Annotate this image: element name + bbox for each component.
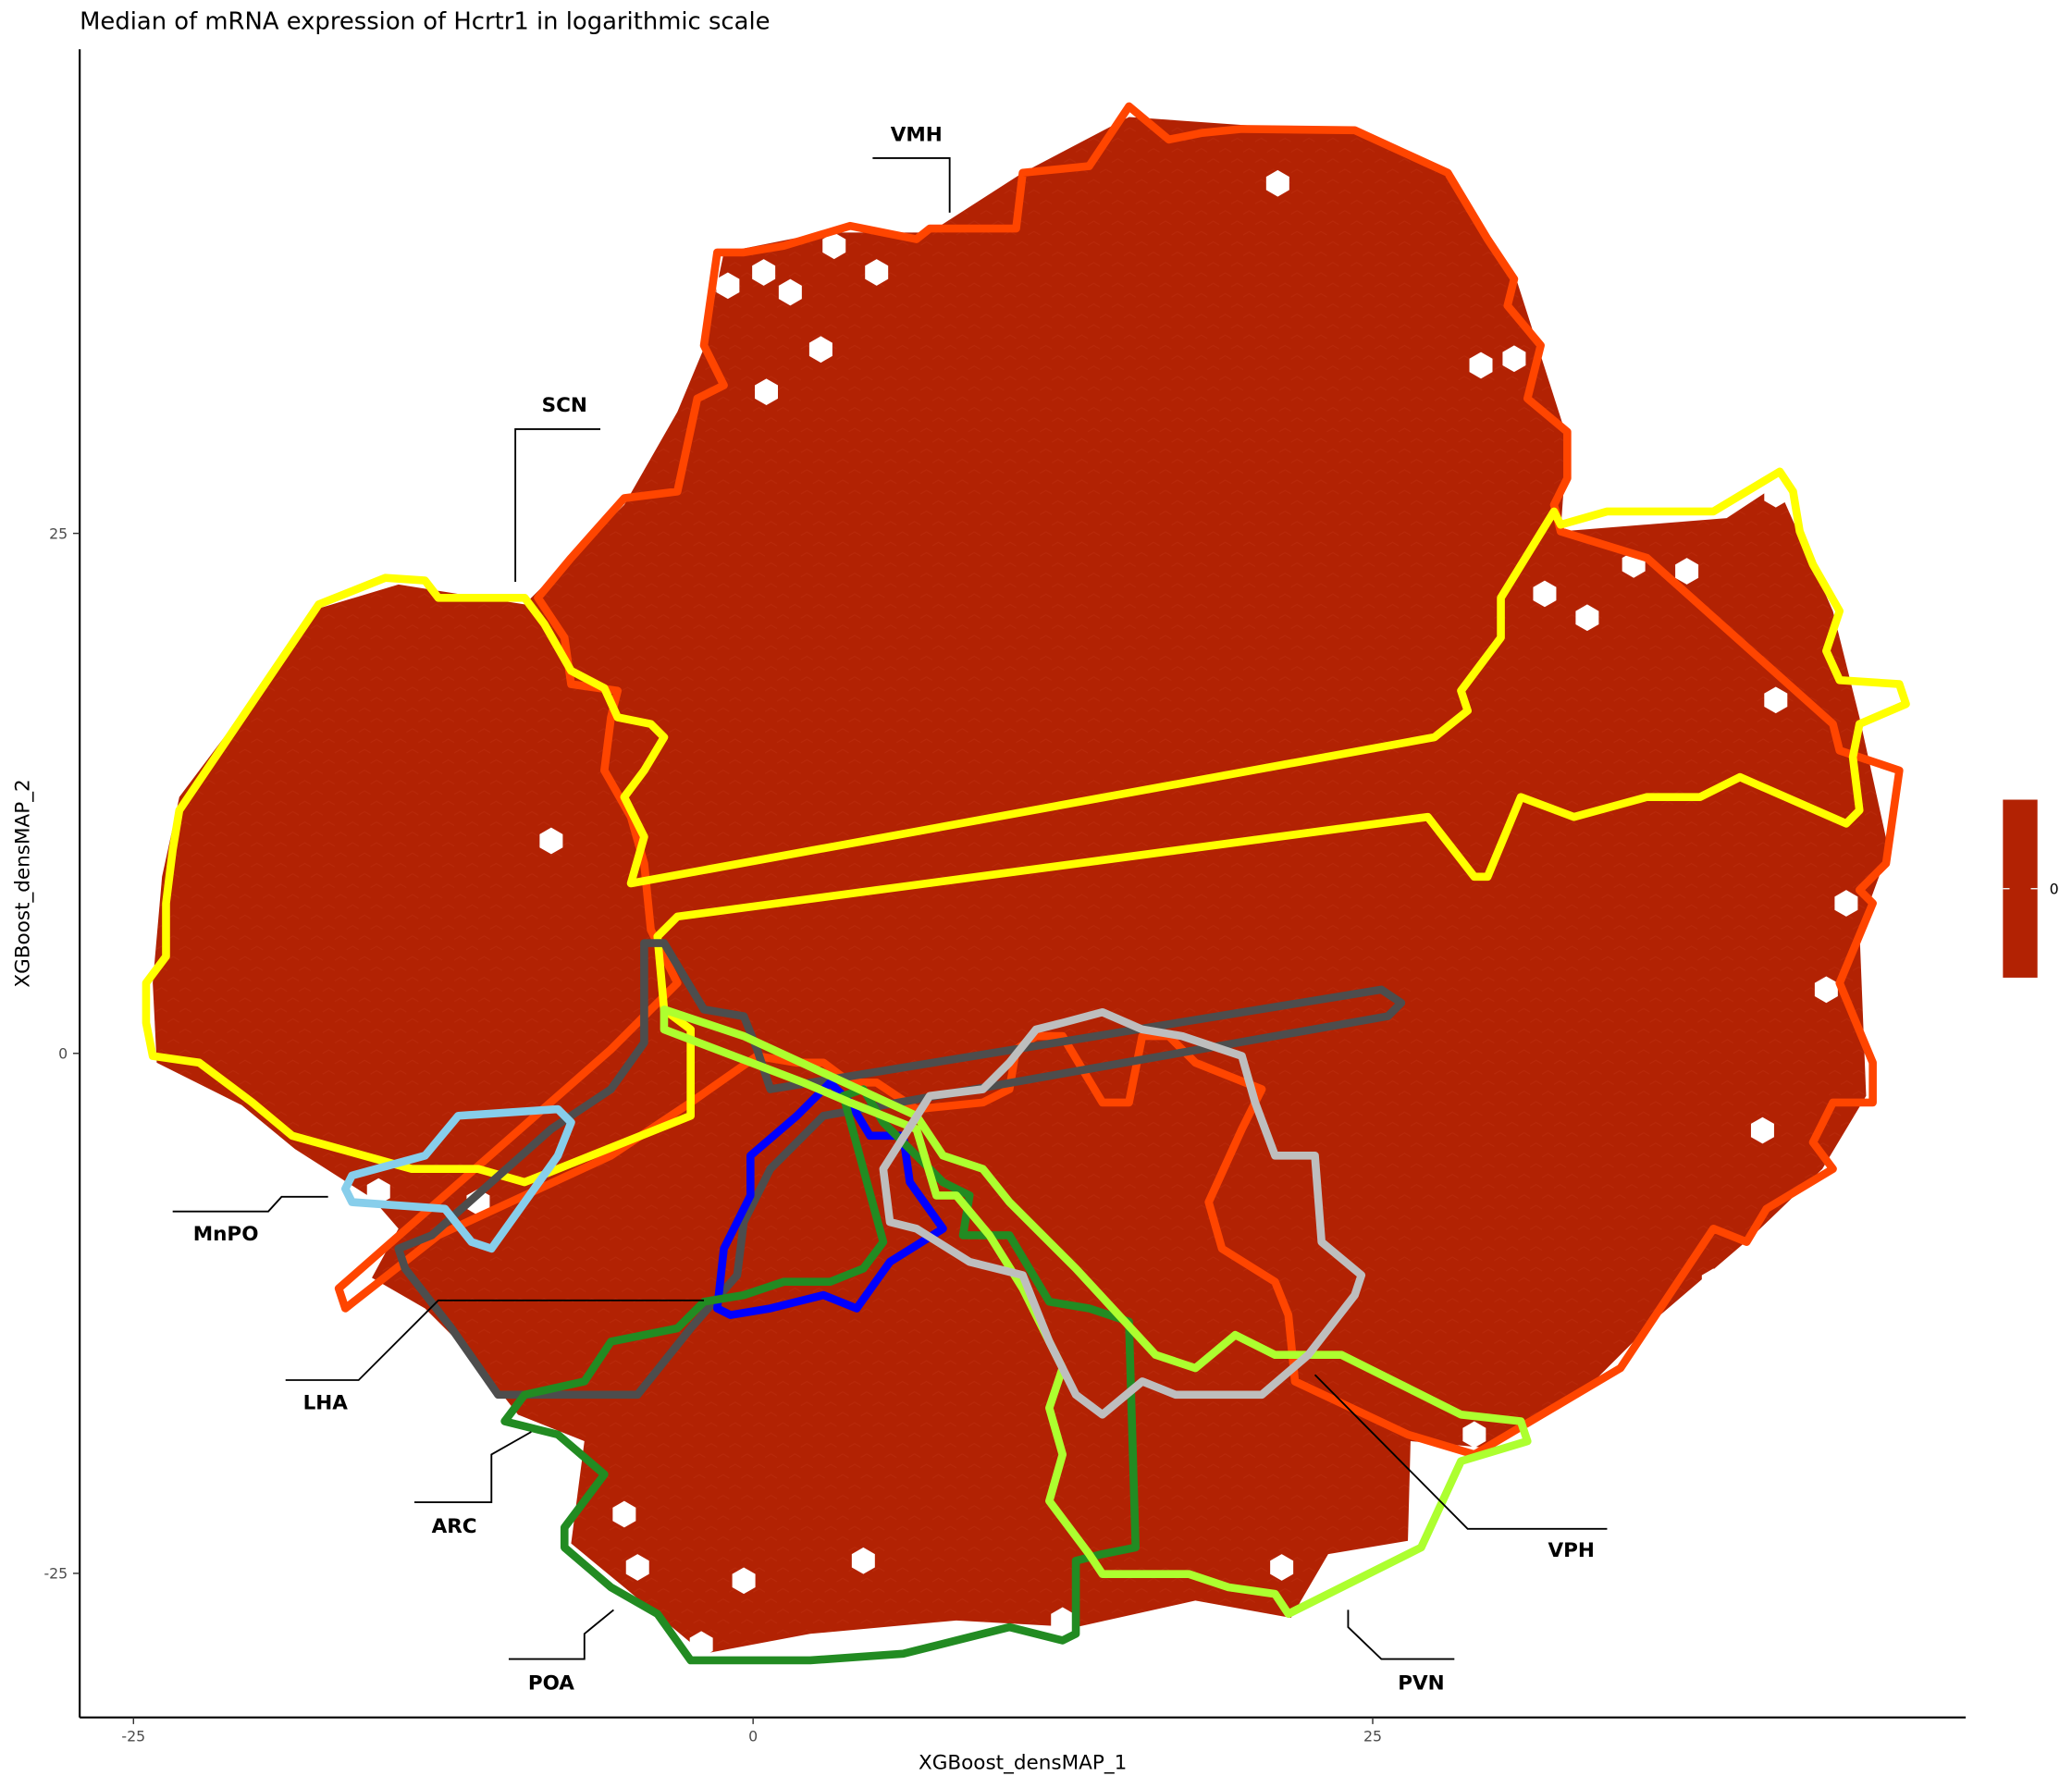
colorbar-label: 0	[2050, 880, 2059, 897]
empty-bin	[1870, 686, 1894, 714]
empty-bin	[1575, 604, 1599, 632]
leader-line-poa	[508, 1609, 614, 1660]
chart-title: Median of mRNA expression of Hcrtr1 in l…	[80, 8, 770, 36]
empty-bins	[366, 169, 1894, 1659]
empty-bin	[752, 259, 776, 286]
y-ticks: 25 0 -25	[43, 524, 80, 1583]
empty-bin	[808, 336, 832, 364]
empty-bin	[1265, 169, 1289, 197]
x-ticks: -25 0 25	[121, 1717, 1382, 1745]
empty-bin	[1533, 580, 1557, 608]
leader-line-pvn	[1347, 1610, 1455, 1660]
empty-bin	[1764, 686, 1788, 714]
region-label-mnpo: MnPO	[193, 1223, 259, 1246]
plot-panel: VMH SCN MnPO LHA ARC POA PVN VPH	[142, 102, 1910, 1696]
empty-bin	[778, 278, 802, 306]
contour-vph	[879, 1007, 1366, 1419]
leader-line-vmh	[872, 157, 951, 213]
empty-bin	[1469, 352, 1493, 379]
contour-mnpo	[341, 1104, 575, 1253]
y-axis-label: XGBoost_densMAP_2	[12, 779, 35, 987]
contour-scn	[142, 467, 1910, 1187]
region-label-poa: POA	[528, 1672, 574, 1696]
region-label-vph: VPH	[1548, 1539, 1594, 1562]
region-label-lha: LHA	[303, 1392, 349, 1415]
x-tick-label: 25	[1363, 1728, 1382, 1745]
empty-bin	[1834, 890, 1858, 917]
empty-bin	[612, 1500, 636, 1528]
empty-bin	[851, 1547, 875, 1574]
leader-line-lha	[285, 1299, 705, 1381]
contour-vmh	[334, 102, 1904, 1459]
empty-bin	[1051, 1607, 1075, 1634]
empty-bin	[625, 1554, 649, 1581]
x-axis-label: XGBoost_densMAP_1	[919, 1752, 1127, 1775]
empty-bin	[822, 232, 846, 260]
empty-bin	[539, 827, 563, 855]
region-label-vmh: VMH	[891, 123, 943, 146]
x-tick-label: -25	[121, 1728, 145, 1745]
y-tick-label: 25	[49, 524, 68, 542]
hexbin-cells	[153, 117, 1889, 1654]
region-label-arc: ARC	[432, 1515, 477, 1538]
contour-pvn	[660, 1005, 1532, 1619]
y-tick-label: -25	[43, 1565, 68, 1583]
x-tick-label: 0	[748, 1728, 758, 1745]
empty-bin	[366, 1178, 390, 1205]
empty-bin	[1764, 480, 1788, 508]
y-tick-label: 0	[58, 1045, 68, 1063]
legend-colorbar: 0	[2003, 799, 2059, 978]
contour-lha	[394, 939, 1406, 1400]
leader-line-vph	[1314, 1374, 1608, 1530]
empty-bin	[1270, 1554, 1294, 1581]
region-contours	[142, 102, 1910, 1665]
leader-line-scn	[514, 427, 601, 583]
region-label-scn: SCN	[542, 394, 587, 417]
empty-bin	[732, 1567, 756, 1595]
empty-bin	[1462, 1421, 1486, 1449]
empty-bin	[1502, 345, 1526, 373]
contour-arc	[500, 1085, 1140, 1665]
empty-bin	[1750, 1116, 1774, 1144]
empty-bin	[689, 1631, 713, 1659]
empty-bin	[1814, 976, 1838, 1004]
empty-bin	[865, 259, 889, 286]
region-label-pvn: PVN	[1398, 1672, 1444, 1696]
leader-line-arc	[414, 1431, 532, 1504]
region-annotations: VMH SCN MnPO LHA ARC POA PVN VPH	[172, 123, 1608, 1696]
empty-bin	[1675, 558, 1699, 585]
empty-bin	[1701, 1268, 1725, 1296]
empty-bin	[716, 272, 740, 300]
leader-line-mnpo	[172, 1195, 328, 1213]
empty-bin	[755, 378, 779, 406]
